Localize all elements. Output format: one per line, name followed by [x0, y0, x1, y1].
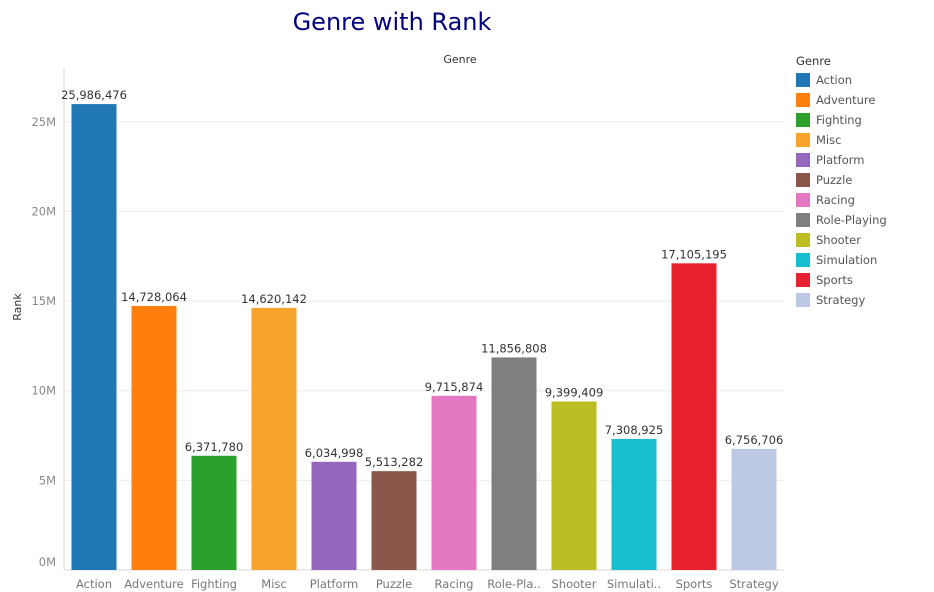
legend: Genre Action Adventure Fighting Misc Platfor… [796, 53, 930, 310]
x-tick-label: Misc [261, 577, 286, 591]
x-tick-label: Fighting [191, 577, 237, 591]
legend-label: Misc [816, 133, 842, 147]
legend-swatch [796, 293, 810, 307]
data-label: 9,715,874 [425, 380, 484, 394]
y-axis-title: Rank [11, 293, 24, 321]
legend-items: Action Adventure Fighting Misc Platform Puzzl… [796, 70, 930, 310]
legend-item[interactable]: Sports [796, 270, 930, 290]
x-tick-label: Simulati.. [607, 577, 661, 591]
legend-item[interactable]: Platform [796, 150, 930, 170]
legend-title: Genre [796, 54, 831, 68]
legend-swatch [796, 193, 810, 207]
bar-puzzle[interactable] [371, 471, 417, 570]
x-tick-label: Platform [310, 577, 359, 591]
data-label: 14,728,064 [121, 290, 187, 304]
bar-fighting[interactable] [191, 455, 237, 570]
y-tick-label: 15M [31, 294, 56, 308]
legend-item[interactable]: Role-Playing [796, 210, 930, 230]
data-label: 6,034,998 [305, 446, 364, 460]
bar-misc[interactable] [251, 307, 297, 570]
legend-label: Shooter [816, 233, 861, 247]
legend-item[interactable]: Fighting [796, 110, 930, 130]
legend-item[interactable]: Adventure [796, 90, 930, 110]
legend-swatch [796, 253, 810, 267]
bar-platform[interactable] [311, 461, 357, 570]
data-label: 9,399,409 [545, 385, 604, 399]
data-label: 25,986,476 [61, 88, 127, 102]
bar-simulation[interactable] [611, 438, 657, 570]
legend-item[interactable]: Shooter [796, 230, 930, 250]
data-label: 11,856,808 [481, 341, 547, 355]
data-label: 17,105,195 [661, 247, 727, 261]
bar-action[interactable] [71, 104, 117, 570]
bar-sports[interactable] [671, 263, 717, 570]
data-label: 6,371,780 [185, 440, 244, 454]
bar-strategy[interactable] [731, 448, 777, 570]
legend-label: Sports [816, 273, 853, 287]
bar-role-playing[interactable] [491, 357, 537, 570]
legend-label: Puzzle [816, 173, 853, 187]
legend-item[interactable]: Puzzle [796, 170, 930, 190]
legend-swatch [796, 273, 810, 287]
data-label: 5,513,282 [365, 455, 424, 469]
legend-swatch [796, 233, 810, 247]
legend-item[interactable]: Action [796, 70, 930, 90]
x-tick-label: Puzzle [376, 577, 412, 591]
y-tick-label: 20M [31, 204, 56, 218]
chart-title: Genre with Rank [292, 8, 492, 36]
legend-swatch [796, 173, 810, 187]
legend-swatch [796, 133, 810, 147]
x-tick-label: Strategy [729, 577, 778, 591]
legend-label: Racing [816, 193, 855, 207]
x-tick-label: Sports [676, 577, 713, 591]
legend-label: Role-Playing [816, 213, 887, 227]
data-label: 6,756,706 [725, 433, 784, 447]
legend-swatch [796, 73, 810, 87]
legend-swatch [796, 113, 810, 127]
bar-adventure[interactable] [131, 305, 177, 570]
legend-label: Action [816, 73, 853, 87]
legend-label: Simulation [816, 253, 878, 267]
data-label: 14,620,142 [241, 292, 307, 306]
x-tick-label: Adventure [124, 577, 183, 591]
legend-item[interactable]: Misc [796, 130, 930, 150]
legend-item[interactable]: Strategy [796, 290, 930, 310]
x-tick-label: Role-Pla.. [487, 577, 540, 591]
bar-shooter[interactable] [551, 401, 597, 570]
legend-label: Strategy [816, 293, 866, 307]
y-tick-label: 5M [39, 473, 56, 487]
x-tick-label: Racing [435, 577, 474, 591]
x-tick-label: Action [76, 577, 112, 591]
legend-swatch [796, 213, 810, 227]
x-tick-label: Shooter [552, 577, 597, 591]
legend-swatch [796, 153, 810, 167]
y-tick-label: 10M [31, 384, 56, 398]
y-tick-label: 25M [31, 115, 56, 129]
y-tick-label: 0M [39, 555, 56, 569]
bar-racing[interactable] [431, 395, 477, 570]
legend-item[interactable]: Racing [796, 190, 930, 210]
legend-swatch [796, 93, 810, 107]
legend-item[interactable]: Simulation [796, 250, 930, 270]
legend-label: Platform [816, 153, 865, 167]
legend-label: Adventure [816, 93, 876, 107]
data-label: 7,308,925 [605, 423, 664, 437]
legend-label: Fighting [816, 113, 862, 127]
column-header: Genre [443, 53, 477, 66]
